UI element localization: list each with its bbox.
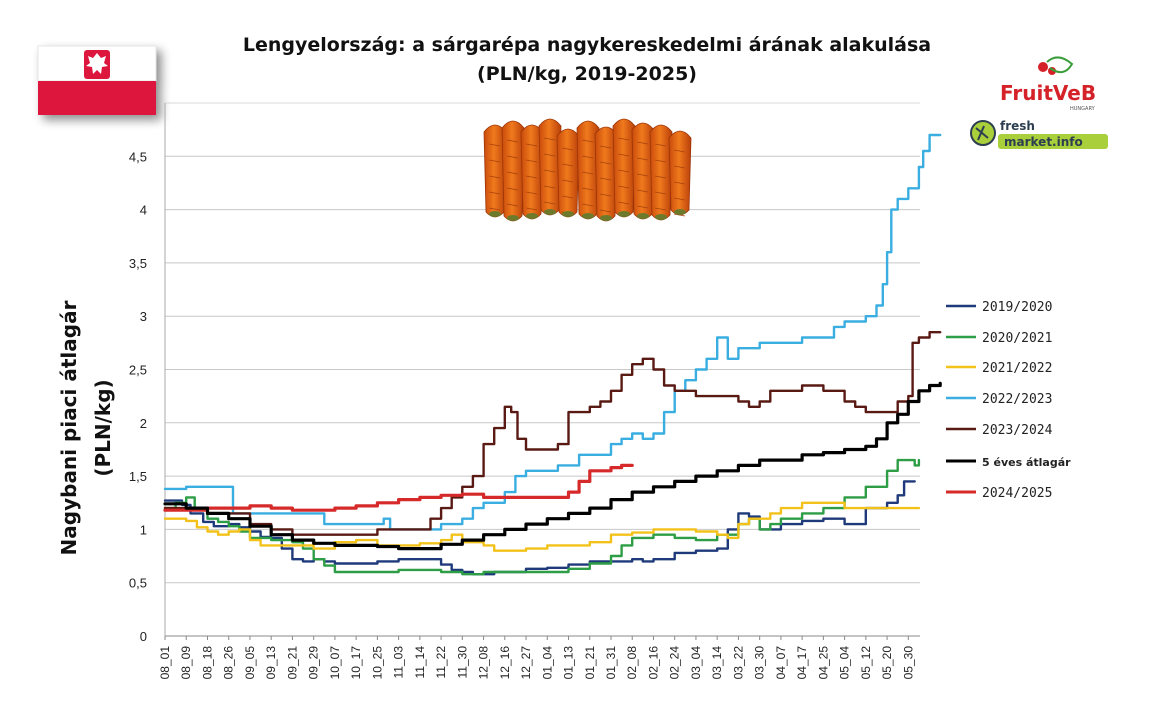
- x-tick-label: 02_24: [668, 646, 682, 680]
- x-tick-label: 01_21: [583, 646, 597, 680]
- x-tick-label: 04_07: [774, 646, 788, 680]
- y-tick-label: 0,5: [129, 576, 147, 591]
- x-tick-label: 02_16: [646, 646, 660, 680]
- flag-red-stripe: [38, 81, 156, 115]
- legend-label: 2024/2025: [982, 486, 1052, 501]
- cherry-icon: [1038, 62, 1048, 72]
- eagle-emblem-icon: [84, 50, 110, 79]
- y-tick-label: 2,5: [129, 363, 147, 378]
- carrot-icon: [668, 130, 692, 216]
- x-tick-label: 04_17: [795, 646, 809, 680]
- freshmarket-logo: fresh market.info: [970, 119, 1108, 149]
- y-tick-label: 2: [140, 416, 147, 431]
- x-tick-label: 03_30: [753, 646, 767, 680]
- leaf-icon: [1046, 56, 1074, 74]
- grid-lines: [165, 155, 920, 584]
- fruitveb-sub-text: HUNGARY: [1070, 106, 1096, 112]
- x-tick-label: 11_03: [392, 646, 406, 679]
- x-tick-label: 05_12: [859, 646, 873, 680]
- series-line-6: [163, 463, 634, 512]
- x-tick-label: 03_14: [710, 646, 724, 680]
- series-line-2: [163, 501, 921, 552]
- x-tick-label: 11_30: [455, 646, 469, 679]
- x-tick-label: 10_17: [349, 646, 363, 680]
- plot-area: 0 0,5 1 1,5 2 2,5 3 3,5 4 4,5 08_01 08_09 08_18 08_2…: [129, 102, 942, 679]
- carrots-picture-icon: [483, 118, 692, 222]
- x-tick-label: 08_01: [158, 646, 172, 680]
- series-line-1: [163, 458, 921, 576]
- x-tick-label: 01_13: [562, 646, 576, 680]
- x-tick-label: 11_14: [413, 646, 427, 679]
- x-tick-label: 11_22: [434, 646, 448, 679]
- x-tick-label: 01_31: [604, 646, 618, 680]
- x-tick-label: 04_25: [816, 646, 830, 680]
- legend: 2019/2020 2020/2021 2021/2022 2022/2023 2023…: [946, 300, 1071, 501]
- legend-label: 2020/2021: [982, 331, 1052, 346]
- x-tick-label: 05_20: [880, 646, 894, 680]
- y-axis-label-line1: Nagybani piaci átlagár: [57, 300, 81, 555]
- chart-subtitle: (PLN/kg, 2019-2025): [477, 63, 697, 85]
- x-tick-label: 12_08: [477, 646, 491, 680]
- poland-flag-icon: [37, 45, 157, 115]
- y-axis-label: Nagybani piaci átlagár (PLN/kg): [57, 300, 115, 555]
- legend-label: 2022/2023: [982, 392, 1052, 407]
- x-tick-label: 09_21: [285, 646, 299, 680]
- x-tick-label: 05_30: [901, 646, 915, 680]
- series-lines: [163, 133, 942, 576]
- y-tick-label: 4: [140, 203, 147, 218]
- x-tick-label: 01_04: [540, 646, 554, 680]
- y-tick-label: 0: [140, 629, 147, 644]
- x-tick-label: 08_09: [179, 646, 193, 680]
- series-line-5: [163, 381, 942, 551]
- series-line-3: [163, 133, 942, 531]
- x-tick-label: 09_29: [307, 646, 321, 680]
- x-tick-label: 09_13: [264, 646, 278, 680]
- x-tick-label: 03_04: [689, 646, 703, 680]
- y-tick-label: 1: [140, 522, 147, 537]
- fruitveb-logo-text: FruitVeB: [1000, 81, 1096, 105]
- freshmarket-line2: market.info: [1004, 135, 1083, 149]
- x-tick-label: 05_04: [838, 646, 852, 680]
- x-tick-label: 03_22: [731, 646, 745, 680]
- x-tick-label: 12_27: [519, 646, 533, 680]
- fruitveb-logo: FruitVeB HUNGARY: [1000, 56, 1096, 112]
- y-tick-label: 3,5: [129, 256, 147, 271]
- legend-label: 2021/2022: [982, 361, 1052, 376]
- x-tick-labels: 08_01 08_09 08_18 08_26 09_05 09_13 09_21 09_29…: [158, 636, 915, 679]
- y-axis-label-line2: (PLN/kg): [91, 379, 115, 476]
- y-tick-label: 4,5: [129, 149, 147, 164]
- carrot-icon: [556, 128, 580, 218]
- freshmarket-line1: fresh: [1000, 119, 1035, 133]
- x-tick-label: 08_18: [200, 646, 214, 680]
- legend-label: 2023/2024: [982, 423, 1053, 438]
- x-tick-label: 10_07: [328, 646, 342, 680]
- series-line-0: [163, 480, 916, 576]
- x-tick-label: 10_25: [370, 646, 384, 680]
- series-line-4: [163, 331, 942, 536]
- y-tick-label: 3: [140, 309, 147, 324]
- x-tick-label: 09_05: [243, 646, 257, 680]
- x-tick-label: 08_26: [222, 646, 236, 680]
- chart-title: Lengyelország: a sárgarépa nagykereskede…: [243, 34, 931, 56]
- x-tick-label: 12_16: [498, 646, 512, 680]
- legend-label: 5 éves átlagár: [982, 456, 1071, 469]
- x-tick-label: 02_08: [625, 646, 639, 680]
- y-tick-label: 1,5: [129, 469, 147, 484]
- y-tick-labels: 0 0,5 1 1,5 2 2,5 3 3,5 4 4,5: [129, 149, 147, 644]
- legend-label: 2019/2020: [982, 300, 1052, 315]
